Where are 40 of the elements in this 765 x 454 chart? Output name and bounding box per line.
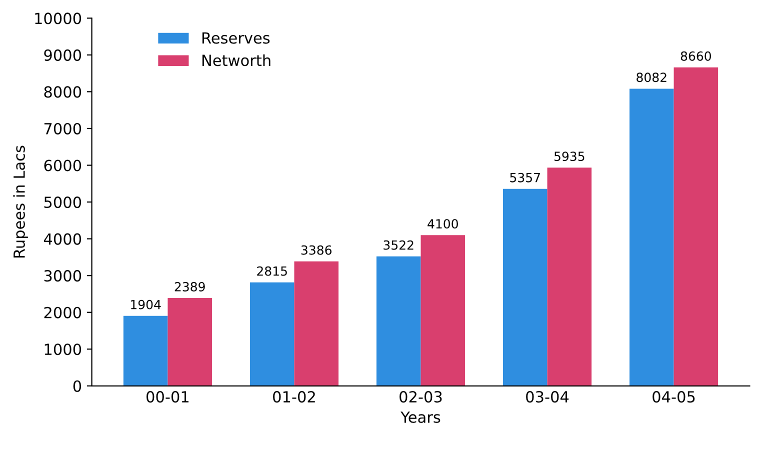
data-label: 2815 [257, 266, 287, 276]
y-tick-label: 4000 [44, 233, 82, 245]
x-tick-label: 02-03 [400, 391, 442, 403]
data-label: 5935 [554, 152, 584, 162]
legend-label: Networth [202, 54, 270, 66]
bar [250, 282, 294, 386]
y-tick-label: 0 [73, 380, 82, 392]
data-label: 5357 [510, 172, 540, 182]
y-tick-label: 2000 [44, 306, 82, 318]
y-tick-label: 3000 [44, 270, 82, 282]
data-label: 4100 [428, 219, 458, 229]
y-tick-label: 8000 [44, 86, 82, 98]
y-tick-label: 6000 [44, 160, 82, 172]
y-tick-label: 9000 [44, 49, 82, 61]
x-tick-label: 03-04 [526, 391, 569, 403]
bar [630, 88, 674, 386]
data-label: 3386 [301, 245, 332, 255]
bar [674, 67, 718, 386]
legend-label: Reserves [202, 32, 270, 44]
data-label: 1904 [131, 300, 161, 310]
data-label: 3522 [384, 240, 414, 250]
y-axis-title: Rupees in Lacs [13, 146, 28, 258]
data-label: 8082 [636, 72, 666, 82]
x-tick-label: 04-05 [652, 391, 695, 403]
x-tick-label: 00-01 [146, 391, 188, 403]
x-axis-title: Years [400, 412, 440, 423]
bar [168, 298, 212, 386]
data-label: 2389 [174, 282, 205, 292]
y-tick-label: 7000 [44, 122, 82, 135]
y-tick-label: 5000 [44, 196, 82, 208]
x-tick-label: 01-02 [273, 391, 315, 403]
bar [547, 168, 592, 386]
bar [123, 316, 168, 386]
bar [420, 235, 466, 386]
bar [376, 256, 421, 386]
y-tick-label: 10000 [35, 12, 82, 24]
bar [294, 261, 339, 386]
data-label: 8660 [680, 51, 712, 61]
bar [502, 188, 548, 386]
y-tick-label: 1000 [44, 344, 82, 356]
